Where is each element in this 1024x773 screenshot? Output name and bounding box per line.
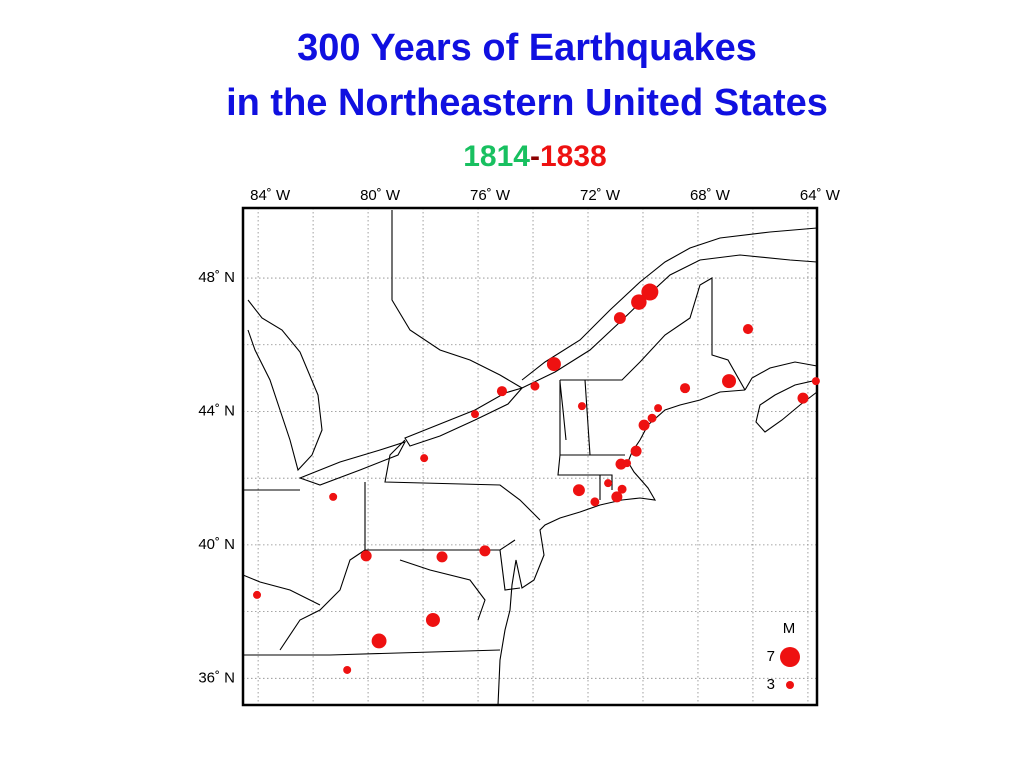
graticule bbox=[243, 208, 817, 705]
earthquakes bbox=[253, 283, 820, 674]
earthquake bbox=[623, 459, 632, 468]
earthquake bbox=[546, 357, 561, 372]
earthquake bbox=[577, 402, 586, 411]
earthquake bbox=[436, 551, 448, 563]
period: 1814-1838 bbox=[463, 140, 607, 173]
earthquake bbox=[572, 484, 585, 497]
legend-title: M bbox=[783, 620, 796, 637]
y-tick-label: 44˚ N bbox=[198, 402, 235, 419]
axis-labels: 84˚ W 80˚ W 76˚ W 72˚ W 68˚ W 64˚ W 48˚ N 44˚ N… bbox=[198, 187, 840, 686]
earthquake bbox=[471, 410, 480, 419]
coastline bbox=[744, 361, 818, 391]
y-tick-label: 40˚ N bbox=[198, 536, 235, 553]
earthquake bbox=[679, 383, 691, 394]
state-border bbox=[243, 489, 501, 656]
legend-label: 3 bbox=[767, 676, 775, 693]
period-separator: - bbox=[530, 140, 540, 173]
earthquake bbox=[590, 497, 600, 507]
legend-label: 7 bbox=[767, 648, 775, 665]
period-start: 1814 bbox=[463, 140, 530, 173]
earthquake bbox=[496, 386, 508, 397]
earthquake bbox=[617, 484, 627, 494]
earthquake bbox=[613, 312, 626, 325]
coastline bbox=[755, 379, 818, 433]
border bbox=[560, 277, 746, 391]
earthquake bbox=[638, 419, 650, 431]
title-line: in the Northeastern United States bbox=[226, 82, 828, 124]
earthquake bbox=[654, 404, 663, 413]
legend-marker bbox=[780, 647, 800, 667]
st-lawrence-south bbox=[521, 254, 818, 389]
lake-huron bbox=[247, 299, 323, 472]
earthquake bbox=[722, 374, 737, 389]
lake-erie bbox=[298, 441, 407, 486]
border bbox=[391, 210, 523, 389]
map-frame bbox=[241, 206, 819, 707]
period-end: 1838 bbox=[540, 140, 607, 173]
earthquake bbox=[811, 377, 820, 386]
earthquake bbox=[641, 283, 659, 301]
x-tick-label: 76˚ W bbox=[470, 187, 511, 204]
y-tick-label: 48˚ N bbox=[198, 269, 235, 286]
state-border bbox=[364, 482, 521, 591]
x-tick-label: 84˚ W bbox=[250, 187, 291, 204]
earthquake bbox=[479, 545, 491, 557]
earthquake bbox=[630, 445, 642, 457]
map-outlines bbox=[242, 210, 818, 706]
earthquake bbox=[647, 413, 657, 423]
earthquake bbox=[797, 392, 809, 404]
earthquake bbox=[343, 665, 352, 674]
x-tick-label: 64˚ W bbox=[800, 187, 841, 204]
coastline bbox=[497, 389, 746, 706]
state-border bbox=[242, 559, 486, 621]
earthquake bbox=[631, 294, 647, 310]
earthquake bbox=[530, 381, 540, 391]
state-border bbox=[384, 439, 541, 521]
earthquake bbox=[604, 479, 613, 488]
y-tick-label: 36˚ N bbox=[198, 669, 235, 686]
x-tick-label: 80˚ W bbox=[360, 187, 401, 204]
earthquake bbox=[742, 324, 754, 335]
earthquake bbox=[253, 590, 262, 599]
earthquake bbox=[360, 550, 372, 562]
earthquake bbox=[611, 491, 623, 503]
earthquake bbox=[371, 633, 387, 649]
earthquake bbox=[329, 492, 338, 501]
state-border bbox=[557, 379, 625, 500]
lake-ontario bbox=[404, 386, 524, 447]
st-lawrence-north bbox=[521, 227, 818, 381]
legend: M7 3 bbox=[767, 620, 800, 693]
x-tick-label: 68˚ W bbox=[690, 187, 731, 204]
earthquake bbox=[425, 612, 440, 627]
legend-marker bbox=[786, 681, 794, 689]
earthquake bbox=[420, 454, 429, 463]
x-tick-label: 72˚ W bbox=[580, 187, 621, 204]
title-line: 300 Years of Earthquakes bbox=[297, 27, 757, 69]
lake-champlain bbox=[559, 381, 567, 441]
